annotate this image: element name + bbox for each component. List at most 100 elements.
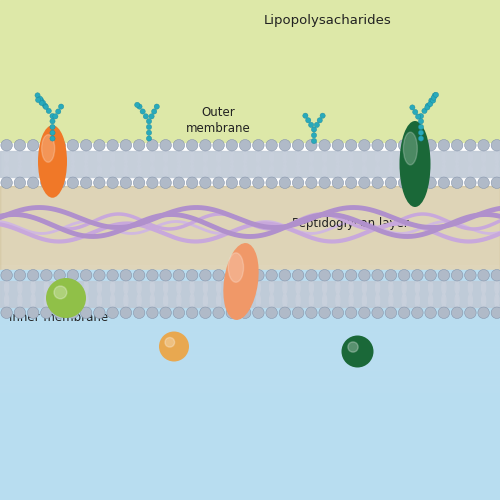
Ellipse shape: [402, 164, 406, 177]
Ellipse shape: [216, 281, 220, 294]
Circle shape: [200, 177, 211, 188]
Circle shape: [44, 104, 49, 110]
Ellipse shape: [216, 151, 220, 164]
Circle shape: [226, 270, 237, 281]
Circle shape: [140, 109, 145, 114]
Ellipse shape: [58, 294, 62, 307]
Ellipse shape: [322, 151, 326, 164]
Ellipse shape: [137, 151, 141, 164]
Circle shape: [306, 177, 317, 188]
Ellipse shape: [71, 151, 75, 164]
Circle shape: [438, 177, 450, 188]
Ellipse shape: [296, 164, 300, 177]
Ellipse shape: [322, 281, 326, 294]
Circle shape: [80, 270, 92, 281]
Ellipse shape: [322, 294, 326, 307]
Circle shape: [67, 177, 78, 188]
Ellipse shape: [428, 164, 432, 177]
Ellipse shape: [270, 281, 274, 294]
Circle shape: [292, 177, 304, 188]
Circle shape: [418, 118, 424, 124]
Ellipse shape: [124, 151, 128, 164]
Circle shape: [317, 118, 322, 123]
Ellipse shape: [58, 164, 62, 177]
Bar: [0, 0, 500, 142]
Circle shape: [134, 270, 145, 281]
Ellipse shape: [18, 294, 22, 307]
Circle shape: [358, 307, 370, 318]
Bar: [0, 354, 500, 362]
Ellipse shape: [402, 294, 406, 307]
Circle shape: [146, 118, 152, 124]
Bar: [0, 452, 500, 460]
Ellipse shape: [442, 281, 446, 294]
Ellipse shape: [416, 294, 420, 307]
Circle shape: [38, 98, 44, 103]
Ellipse shape: [256, 281, 260, 294]
Circle shape: [14, 270, 26, 281]
Circle shape: [312, 132, 316, 138]
Ellipse shape: [110, 151, 114, 164]
Circle shape: [398, 270, 410, 281]
Circle shape: [120, 307, 132, 318]
Ellipse shape: [270, 151, 274, 164]
Bar: [0, 422, 500, 430]
Ellipse shape: [376, 164, 380, 177]
Ellipse shape: [71, 294, 75, 307]
Circle shape: [50, 118, 55, 124]
Circle shape: [412, 177, 423, 188]
Text: Lipopolysacharides: Lipopolysacharides: [264, 14, 392, 27]
Circle shape: [146, 130, 152, 136]
Circle shape: [50, 114, 55, 118]
Bar: [0, 270, 500, 500]
Circle shape: [452, 270, 463, 281]
Ellipse shape: [256, 164, 260, 177]
Ellipse shape: [428, 151, 432, 164]
Circle shape: [385, 270, 396, 281]
Circle shape: [358, 177, 370, 188]
Circle shape: [146, 270, 158, 281]
Ellipse shape: [455, 294, 459, 307]
Bar: [0, 482, 500, 490]
Ellipse shape: [84, 294, 88, 307]
Circle shape: [438, 307, 450, 318]
Ellipse shape: [296, 294, 300, 307]
Bar: [0, 186, 500, 272]
Circle shape: [308, 122, 314, 128]
Bar: [0, 280, 500, 287]
Circle shape: [434, 92, 438, 98]
Ellipse shape: [310, 151, 314, 164]
Circle shape: [160, 307, 172, 318]
Ellipse shape: [336, 151, 340, 164]
Circle shape: [173, 270, 184, 281]
Circle shape: [491, 307, 500, 318]
Ellipse shape: [376, 151, 380, 164]
Ellipse shape: [164, 281, 168, 294]
Circle shape: [137, 104, 142, 109]
Ellipse shape: [124, 164, 128, 177]
Circle shape: [491, 177, 500, 188]
Ellipse shape: [150, 294, 154, 307]
Circle shape: [426, 103, 430, 108]
Ellipse shape: [137, 164, 141, 177]
Circle shape: [146, 124, 152, 130]
Bar: [0, 460, 500, 467]
Circle shape: [412, 110, 418, 114]
Circle shape: [398, 140, 410, 151]
Circle shape: [14, 307, 26, 318]
Ellipse shape: [296, 151, 300, 164]
Circle shape: [54, 286, 67, 299]
Circle shape: [279, 270, 290, 281]
Circle shape: [28, 307, 39, 318]
Ellipse shape: [283, 151, 287, 164]
Ellipse shape: [98, 294, 102, 307]
Ellipse shape: [310, 294, 314, 307]
Circle shape: [422, 108, 427, 114]
Ellipse shape: [4, 294, 8, 307]
Circle shape: [40, 270, 52, 281]
Ellipse shape: [164, 294, 168, 307]
Circle shape: [134, 140, 145, 151]
Ellipse shape: [256, 294, 260, 307]
Circle shape: [213, 140, 224, 151]
Ellipse shape: [283, 281, 287, 294]
